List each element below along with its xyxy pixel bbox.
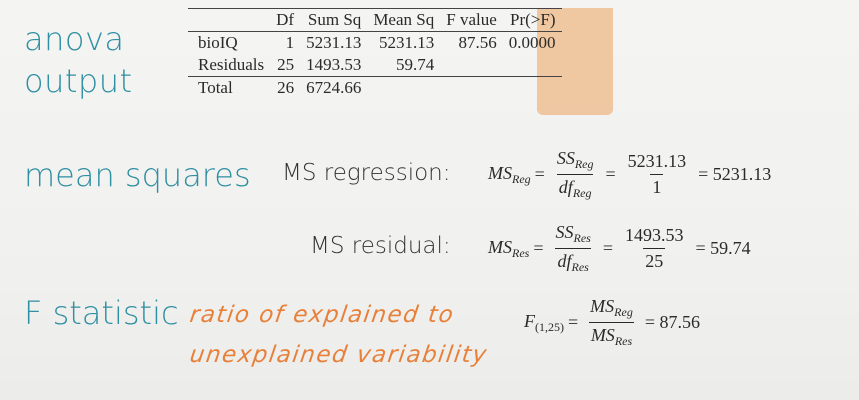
equals-sign: = (602, 238, 613, 258)
ms-residual-label: MS residual: (310, 233, 451, 259)
equals-sign: = (605, 164, 616, 184)
table-cell: 25 (277, 55, 295, 74)
anova-title-line1: anova (24, 20, 125, 58)
table-cell: 59.74 (395, 55, 435, 74)
anova-table: Df Sum Sq Mean Sq F value Pr(>F) bioIQ 1… (188, 8, 562, 99)
formula-result: = 59.74 (695, 238, 751, 258)
ms-regression-formula: MSReg = SSReg dfReg = 5231.13 1 = 5231.1… (488, 148, 775, 201)
ms-ratio-fraction: MSReg MSRes (588, 296, 635, 348)
ss-over-df-fraction: SSReg dfReg (556, 148, 594, 200)
table-cell: 87.56 (458, 33, 497, 52)
table-cell: 0.0000 (508, 33, 556, 52)
table-cell: 6724.66 (300, 76, 368, 99)
f-statistic-title: F statistic (24, 294, 179, 332)
table-cell: 1 (285, 33, 295, 52)
header-cell (188, 8, 271, 32)
table-total-row: Total 26 6724.66 (188, 76, 562, 99)
numeric-fraction: 1493.53 25 (624, 225, 684, 271)
equals-sign: = (534, 164, 545, 184)
formula-lhs: MSRes (488, 236, 530, 260)
mean-squares-title: mean squares (24, 156, 251, 194)
table-cell (367, 76, 441, 99)
table-cell: 26 (270, 76, 301, 99)
table-cell (502, 76, 562, 99)
header-cell: Df (270, 8, 301, 32)
table-cell: 1493.53 (306, 55, 362, 74)
formula-lhs: F(1,25) (524, 310, 564, 334)
table-cell: Residuals (198, 55, 265, 74)
header-cell: Sum Sq (300, 8, 368, 32)
table-cell (503, 54, 562, 77)
anova-title-line2: output (24, 62, 133, 100)
header-cell: Pr(>F) (502, 8, 562, 32)
table-cell: 5231.13 (306, 33, 362, 52)
ss-over-df-fraction: SSRes dfRes (555, 222, 591, 274)
formula-result: = 87.56 (644, 312, 700, 332)
formula-lhs: MSReg (488, 162, 531, 186)
equals-sign: = (533, 238, 544, 258)
table-row: bioIQ 1 5231.13 5231.13 87.56 0.0000 (188, 32, 562, 55)
numeric-fraction: 5231.13 1 (627, 151, 687, 197)
header-cell: Mean Sq (367, 8, 441, 32)
table-cell: bioIQ (198, 33, 238, 52)
anova-output-title: anova output (24, 18, 133, 102)
table-cell: 5231.13 (378, 33, 435, 52)
ms-residual-formula: MSRes = SSRes dfRes = 1493.53 25 = 59.74 (488, 222, 755, 275)
ms-regression-label: MS regression: (282, 160, 451, 186)
table-cell (440, 54, 503, 77)
header-cell: F value (440, 8, 503, 32)
formula-result: = 5231.13 (698, 164, 772, 184)
anova-header-row: Df Sum Sq Mean Sq F value Pr(>F) (188, 8, 562, 32)
table-cell (440, 76, 503, 99)
annotation-line2: unexplained variability (188, 342, 490, 368)
equals-sign: = (568, 312, 579, 332)
f-statistic-formula: F(1,25) = MSReg MSRes = 87.56 (524, 296, 704, 349)
table-cell: Total (188, 76, 271, 99)
table-row: Residuals 25 1493.53 59.74 (188, 54, 562, 77)
annotation-line1: ratio of explained to (188, 302, 457, 328)
